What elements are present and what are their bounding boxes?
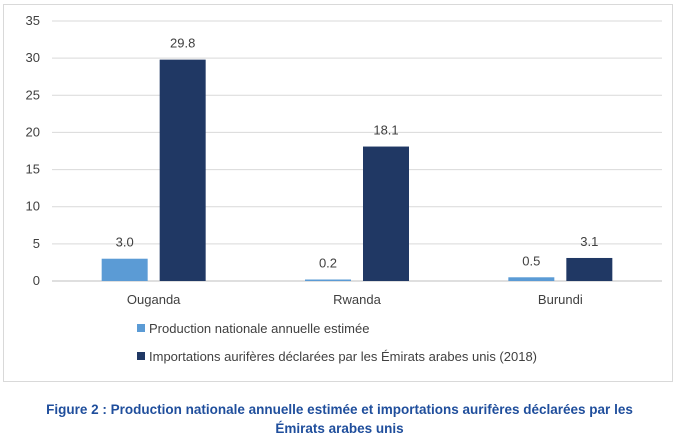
caption-line-1: Figure 2 : Production nationale annuelle… [46,402,633,417]
bar [159,59,206,281]
y-tick-label: 5 [33,236,40,251]
y-tick-label: 20 [26,124,40,139]
y-axis-ticks: 0 5 10 15 20 25 30 35 [26,13,40,288]
caption-line-2: Émirats arabes unis [275,421,404,436]
data-label: 18.1 [373,123,398,138]
category-label: Ouganda [127,292,181,307]
bar [305,279,351,281]
category-label: Burundi [538,292,583,307]
legend-swatch [137,352,145,360]
data-label: 3.1 [580,234,598,249]
bar [101,258,148,281]
bar [363,146,409,281]
bar-chart: 0 5 10 15 20 25 30 35 3.0 29.8 0.2 18.1 0.5 3.1 Ouga… [26,13,662,364]
category-label: Rwanda [333,292,381,307]
legend-swatch [137,324,145,332]
bar [566,257,613,281]
data-label: 3.0 [116,235,134,250]
y-tick-label: 10 [26,199,40,214]
bar [508,277,555,281]
legend-label: Production nationale annuelle estimée [149,321,369,336]
legend: Production nationale annuelle estimée Imp… [137,321,537,364]
data-label: 0.2 [319,256,337,271]
y-tick-label: 15 [26,162,40,177]
chart-frame: 0 5 10 15 20 25 30 35 3.0 29.8 0.2 18.1 0.5 3.1 Ouga… [3,4,673,382]
data-label: 0.5 [522,253,540,268]
gridlines [52,20,662,282]
legend-label: Importations aurifères déclarées par les… [149,349,537,364]
data-labels: 3.0 29.8 0.2 18.1 0.5 3.1 [116,36,599,271]
y-tick-label: 0 [33,273,40,288]
y-tick-label: 35 [26,13,40,28]
y-tick-label: 30 [26,50,40,65]
x-axis-categories: Ouganda Rwanda Burundi [127,292,583,307]
figure-caption: Figure 2 : Production nationale annuelle… [0,400,679,438]
y-tick-label: 25 [26,87,40,102]
data-label: 29.8 [170,36,195,51]
bars [101,59,613,281]
